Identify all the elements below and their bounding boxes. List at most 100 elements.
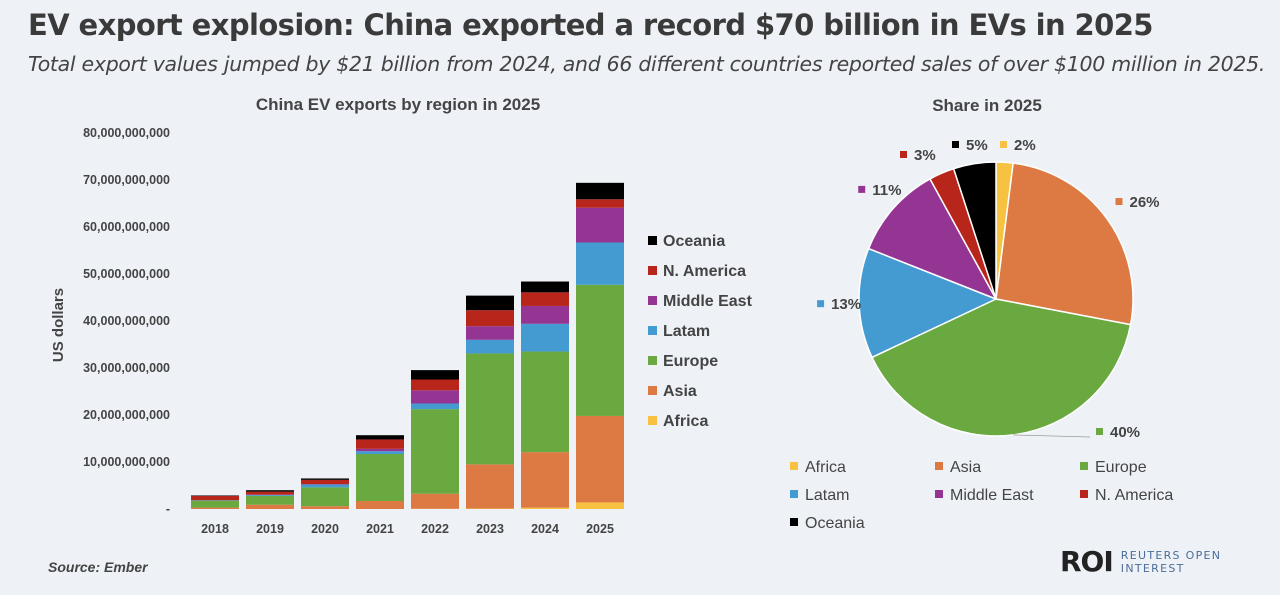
legend-swatch (648, 326, 657, 335)
pie-legend-swatch (935, 490, 943, 498)
pie-data-label: 11% (872, 182, 901, 199)
pie-legend-label: Oceania (805, 515, 865, 532)
bar-segment-n-america-2018 (191, 495, 239, 501)
pie-legend-label: N. America (1095, 487, 1173, 504)
bar-segment-europe-2018 (191, 500, 239, 508)
bar-chart-title: China EV exports by region in 2025 (256, 95, 540, 114)
pie-label-swatch (1115, 198, 1123, 206)
bar-segment-europe-2023 (466, 353, 514, 465)
bar-segment-asia-2021 (356, 501, 404, 509)
pie-data-label: 13% (831, 296, 861, 313)
logo-mark: ROI (1060, 545, 1114, 578)
bar-segment-africa-2024 (521, 507, 569, 509)
legend-label: Africa (663, 413, 708, 430)
legend-swatch (648, 266, 657, 275)
pie-chart-title: Share in 2025 (932, 96, 1042, 115)
bar-segment-n-america-2023 (466, 310, 514, 327)
legend-label: Asia (663, 383, 697, 400)
pie-legend-swatch (935, 462, 943, 470)
bar-segment-asia-2018 (191, 507, 239, 509)
bar-segment-middle-east-2024 (521, 305, 569, 324)
bar-segment-europe-2020 (301, 487, 349, 507)
pie-legend-label: Middle East (950, 487, 1034, 504)
y-tick-label: 10,000,000,000 (83, 455, 170, 469)
pie-slice-middle-east (867, 177, 998, 301)
bar-segment-oceania-2023 (466, 295, 514, 311)
bar-segment-latam-2020 (301, 484, 349, 488)
bar-segment-asia-2019 (246, 504, 294, 509)
pie-label-swatch (817, 300, 825, 308)
bar-segment-oceania-2019 (246, 490, 294, 492)
bar-segment-oceania-2020 (301, 478, 349, 480)
legend-label: Europe (663, 353, 718, 370)
bar-segment-middle-east-2025 (576, 207, 624, 243)
pie-legend-label: Europe (1095, 459, 1147, 476)
bar-segment-latam-2022 (411, 403, 459, 410)
pie-label-swatch (858, 185, 866, 193)
legend-swatch (648, 356, 657, 365)
bar-segment-latam-2025 (576, 242, 624, 285)
legend-swatch (648, 296, 657, 305)
page-subtitle: Total export values jumped by $21 billio… (28, 52, 1266, 76)
bar-segment-latam-2019 (246, 494, 294, 496)
x-tick-label: 2019 (256, 522, 284, 536)
bar-segment-n-america-2019 (246, 491, 294, 495)
legend-label: Middle East (663, 293, 753, 310)
pie-legend-label: Africa (805, 459, 846, 476)
pie-label-swatch (1096, 428, 1103, 435)
pie-slice-europe (871, 298, 1132, 437)
pie-slice-latam (858, 247, 998, 359)
y-tick-label: 80,000,000,000 (83, 126, 170, 140)
pie-legend-swatch (1080, 490, 1088, 498)
y-tick-label: 20,000,000,000 (83, 408, 170, 422)
x-tick-label: 2024 (531, 522, 559, 536)
pie-legend-swatch (790, 490, 798, 498)
x-tick-label: 2023 (476, 522, 504, 536)
bar-segment-europe-2024 (521, 351, 569, 453)
legend-label: Oceania (663, 233, 725, 250)
pie-legend-label: Latam (805, 487, 849, 504)
pie-legend-swatch (790, 462, 798, 470)
y-axis-label: US dollars (50, 288, 67, 362)
pie-legend-swatch (1080, 462, 1088, 470)
bar-segment-europe-2025 (576, 284, 624, 416)
bar-segment-europe-2019 (246, 495, 294, 505)
y-tick-label: 30,000,000,000 (83, 361, 170, 375)
pie-data-label: 2% (1014, 137, 1036, 154)
pie-data-label: 40% (1110, 424, 1140, 441)
source-note: Source: Ember (48, 559, 148, 575)
roi-logo: ROI REUTERS OPEN INTEREST (1060, 545, 1221, 578)
pie-leader-line (1013, 434, 1091, 438)
logo-line2: INTEREST (1120, 561, 1185, 575)
bar-segment-n-america-2024 (521, 292, 569, 306)
x-tick-label: 2021 (366, 522, 394, 536)
bar-segment-oceania-2022 (411, 370, 459, 380)
bar-segment-asia-2023 (466, 464, 514, 509)
legend-swatch (648, 386, 657, 395)
bar-segment-asia-2022 (411, 493, 459, 509)
bar-segment-oceania-2024 (521, 281, 569, 293)
y-tick-label: 40,000,000,000 (83, 314, 170, 328)
y-tick-label: - (166, 502, 170, 516)
bar-segment-asia-2024 (521, 452, 569, 508)
legend-label: N. America (663, 263, 746, 280)
pie-data-label: 5% (966, 137, 988, 154)
bar-segment-europe-2021 (356, 454, 404, 502)
bar-segment-asia-2025 (576, 415, 624, 503)
bar-segment-middle-east-2022 (411, 390, 459, 404)
pie-label-swatch (1000, 141, 1007, 148)
legend-swatch (648, 416, 657, 425)
bar-segment-n-america-2020 (301, 479, 349, 485)
pie-data-label: 3% (914, 147, 936, 164)
pie-label-swatch (952, 141, 959, 148)
bar-segment-latam-2021 (356, 451, 404, 455)
y-tick-label: 60,000,000,000 (83, 220, 170, 234)
y-tick-label: 70,000,000,000 (83, 173, 170, 187)
pie-legend-label: Asia (950, 459, 981, 476)
bar-segment-latam-2024 (521, 323, 569, 352)
bar-segment-n-america-2022 (411, 379, 459, 391)
x-tick-label: 2022 (421, 522, 449, 536)
bar-segment-middle-east-2021 (356, 448, 404, 452)
bar-segment-oceania-2025 (576, 182, 624, 200)
bar-segment-europe-2022 (411, 409, 459, 494)
